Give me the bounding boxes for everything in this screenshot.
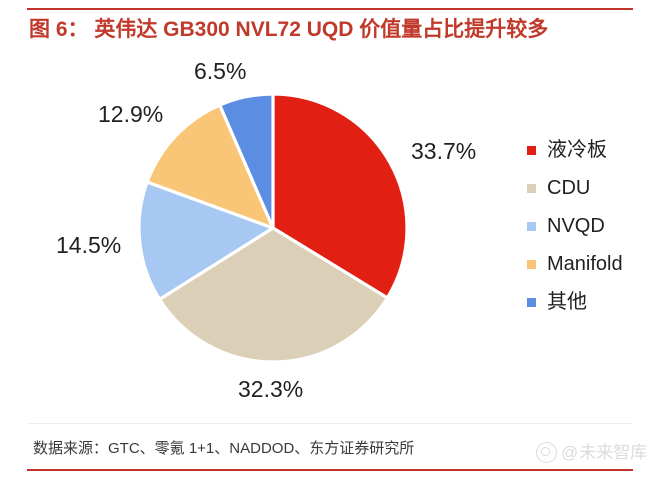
chart-legend: 液冷板 CDU NVQD Manifold 其他 [527, 131, 652, 321]
at-sign-icon: @ [561, 443, 579, 462]
slice-label-nvqd: 14.5% [56, 232, 122, 258]
slice-label-cdu: 32.3% [238, 376, 304, 402]
footer-divider [27, 423, 633, 424]
legend-swatch-icon [527, 183, 536, 193]
legend-item-nvqd[interactable]: NVQD [527, 207, 652, 245]
legend-item-other[interactable]: 其他 [527, 283, 652, 321]
legend-item-liquid-cold-plate[interactable]: 液冷板 [527, 131, 652, 169]
legend-label: NVQD [547, 215, 605, 237]
pie-slice-其他[interactable] [218, 92, 275, 230]
data-source-note: 数据来源：GTC、零氪 1+1、NADDOD、东方证券研究所 [33, 440, 415, 457]
pie-slice-Manifold[interactable] [145, 103, 275, 230]
legend-swatch-icon [527, 221, 536, 231]
slice-label-liquid-cold-plate: 33.7% [411, 138, 477, 164]
pie-slice-NVQD[interactable] [137, 180, 275, 301]
legend-swatch-icon [527, 297, 536, 307]
legend-label: 液冷板 [547, 139, 607, 161]
legend-swatch-icon [527, 145, 536, 155]
legend-label: CDU [547, 177, 591, 199]
top-divider [27, 8, 633, 10]
legend-label: 其他 [547, 291, 587, 313]
legend-label: Manifold [547, 253, 623, 275]
legend-item-cdu[interactable]: CDU [527, 169, 652, 207]
pie-slice-group [137, 92, 409, 364]
pie-chart [137, 92, 409, 364]
bottom-divider [27, 469, 633, 471]
legend-item-manifold[interactable]: Manifold [527, 245, 652, 283]
watermark-logo-icon [536, 442, 557, 463]
slice-label-other: 6.5% [194, 58, 247, 84]
watermark: @ 未来智库 [536, 442, 647, 463]
legend-swatch-icon [527, 259, 536, 269]
slice-label-manifold: 12.9% [98, 101, 164, 127]
watermark-label: 未来智库 [579, 443, 648, 462]
pie-slice-CDU[interactable] [157, 226, 389, 364]
figure-title: 图 6： 英伟达 GB300 NVL72 UQD 价值量占比提升较多 [29, 18, 549, 41]
